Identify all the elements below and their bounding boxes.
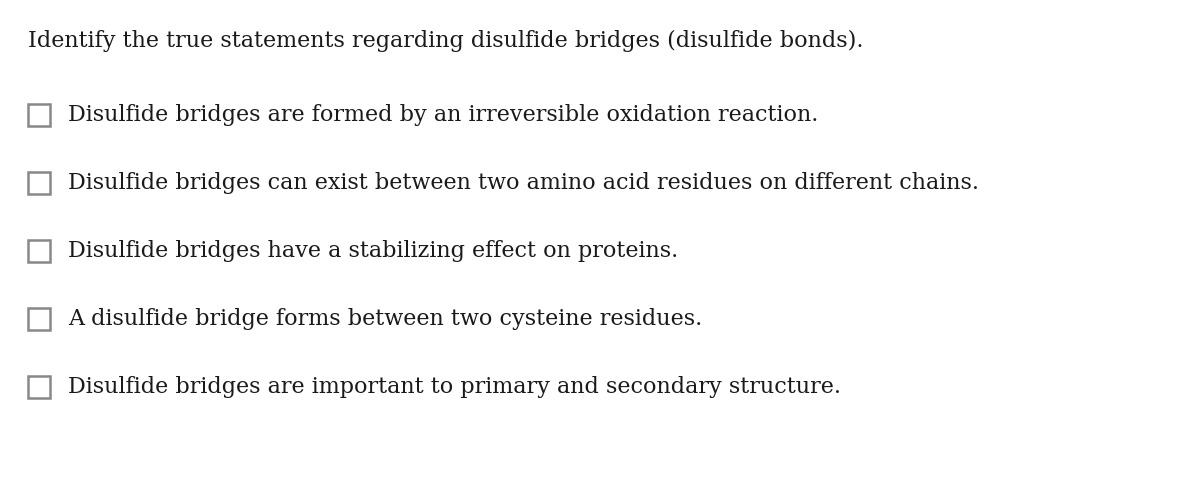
Bar bbox=[28, 104, 50, 126]
Bar bbox=[28, 308, 50, 330]
Text: Identify the true statements regarding disulfide bridges (disulfide bonds).: Identify the true statements regarding d… bbox=[28, 30, 864, 52]
Bar bbox=[28, 172, 50, 194]
Bar bbox=[28, 376, 50, 398]
Bar bbox=[28, 240, 50, 262]
Text: Disulfide bridges are important to primary and secondary structure.: Disulfide bridges are important to prima… bbox=[68, 376, 841, 398]
Text: A disulfide bridge forms between two cysteine residues.: A disulfide bridge forms between two cys… bbox=[68, 308, 702, 330]
Text: Disulfide bridges are formed by an irreversible oxidation reaction.: Disulfide bridges are formed by an irrev… bbox=[68, 104, 818, 126]
Text: Disulfide bridges have a stabilizing effect on proteins.: Disulfide bridges have a stabilizing eff… bbox=[68, 240, 678, 262]
Text: Disulfide bridges can exist between two amino acid residues on different chains.: Disulfide bridges can exist between two … bbox=[68, 172, 979, 194]
